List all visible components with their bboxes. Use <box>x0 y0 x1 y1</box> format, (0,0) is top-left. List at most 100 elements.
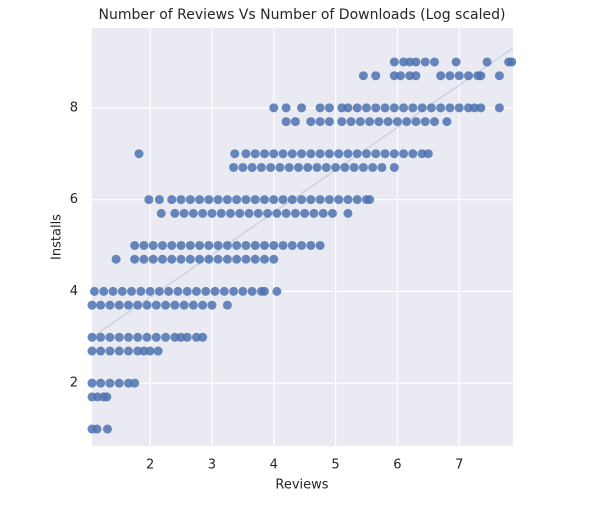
point <box>306 195 316 205</box>
point <box>195 240 205 250</box>
point <box>182 332 192 342</box>
point <box>167 195 177 205</box>
point <box>213 195 223 205</box>
point <box>408 149 418 159</box>
point <box>269 254 279 264</box>
point <box>371 71 381 81</box>
point <box>179 300 189 310</box>
point <box>198 208 208 218</box>
point <box>133 332 143 342</box>
x-tick-label: 7 <box>455 458 463 473</box>
point <box>389 71 399 81</box>
point <box>153 346 163 356</box>
point <box>179 208 189 218</box>
plot-area <box>92 28 513 446</box>
point <box>411 71 421 81</box>
y-tick-label: 8 <box>70 100 78 115</box>
point <box>219 286 229 296</box>
point <box>151 332 161 342</box>
y-tick-label: 2 <box>70 376 78 391</box>
point <box>170 208 180 218</box>
point <box>324 149 334 159</box>
point <box>244 208 254 218</box>
point <box>417 149 427 159</box>
point <box>136 286 146 296</box>
point <box>157 240 167 250</box>
point <box>365 195 375 205</box>
point <box>222 300 232 310</box>
point <box>463 71 473 81</box>
point <box>164 286 174 296</box>
point <box>235 208 245 218</box>
point <box>144 195 154 205</box>
point <box>250 149 260 159</box>
point <box>256 162 266 172</box>
point <box>170 332 180 342</box>
point <box>315 103 325 113</box>
point <box>371 103 381 113</box>
point <box>259 254 269 264</box>
point <box>259 240 269 250</box>
point <box>318 208 328 218</box>
point <box>436 103 446 113</box>
point <box>399 149 409 159</box>
point <box>300 208 310 218</box>
point <box>161 332 171 342</box>
point <box>148 254 158 264</box>
point <box>142 332 152 342</box>
point <box>182 286 192 296</box>
point <box>247 162 257 172</box>
point <box>309 208 319 218</box>
point <box>420 57 430 67</box>
point <box>343 103 353 113</box>
point <box>399 57 409 67</box>
point <box>213 254 223 264</box>
point <box>96 332 106 342</box>
point <box>259 149 269 159</box>
point <box>232 254 242 264</box>
point <box>269 103 279 113</box>
point <box>210 286 220 296</box>
point <box>259 286 269 296</box>
point <box>87 378 97 388</box>
point <box>87 332 97 342</box>
point <box>272 208 282 218</box>
point <box>123 346 133 356</box>
point <box>358 71 368 81</box>
point <box>232 240 242 250</box>
point <box>405 57 415 67</box>
point <box>343 208 353 218</box>
point <box>395 71 405 81</box>
point <box>142 300 152 310</box>
point <box>89 286 99 296</box>
point <box>238 162 248 172</box>
point <box>198 332 208 342</box>
point <box>241 240 251 250</box>
point <box>463 103 473 113</box>
point <box>290 208 300 218</box>
point <box>334 149 344 159</box>
point <box>259 195 269 205</box>
point <box>204 195 214 205</box>
point <box>321 162 331 172</box>
point <box>229 162 239 172</box>
point <box>272 286 282 296</box>
point <box>315 240 325 250</box>
point <box>371 149 381 159</box>
point <box>284 162 294 172</box>
point <box>442 117 452 127</box>
point <box>127 286 137 296</box>
point <box>105 346 115 356</box>
point <box>411 117 421 127</box>
point <box>191 286 201 296</box>
point <box>402 117 412 127</box>
point <box>346 117 356 127</box>
y-tick-label: 4 <box>70 284 78 299</box>
point <box>154 286 164 296</box>
point <box>241 149 251 159</box>
point <box>278 195 288 205</box>
point <box>130 378 140 388</box>
point <box>331 162 341 172</box>
point <box>275 162 285 172</box>
point <box>293 162 303 172</box>
